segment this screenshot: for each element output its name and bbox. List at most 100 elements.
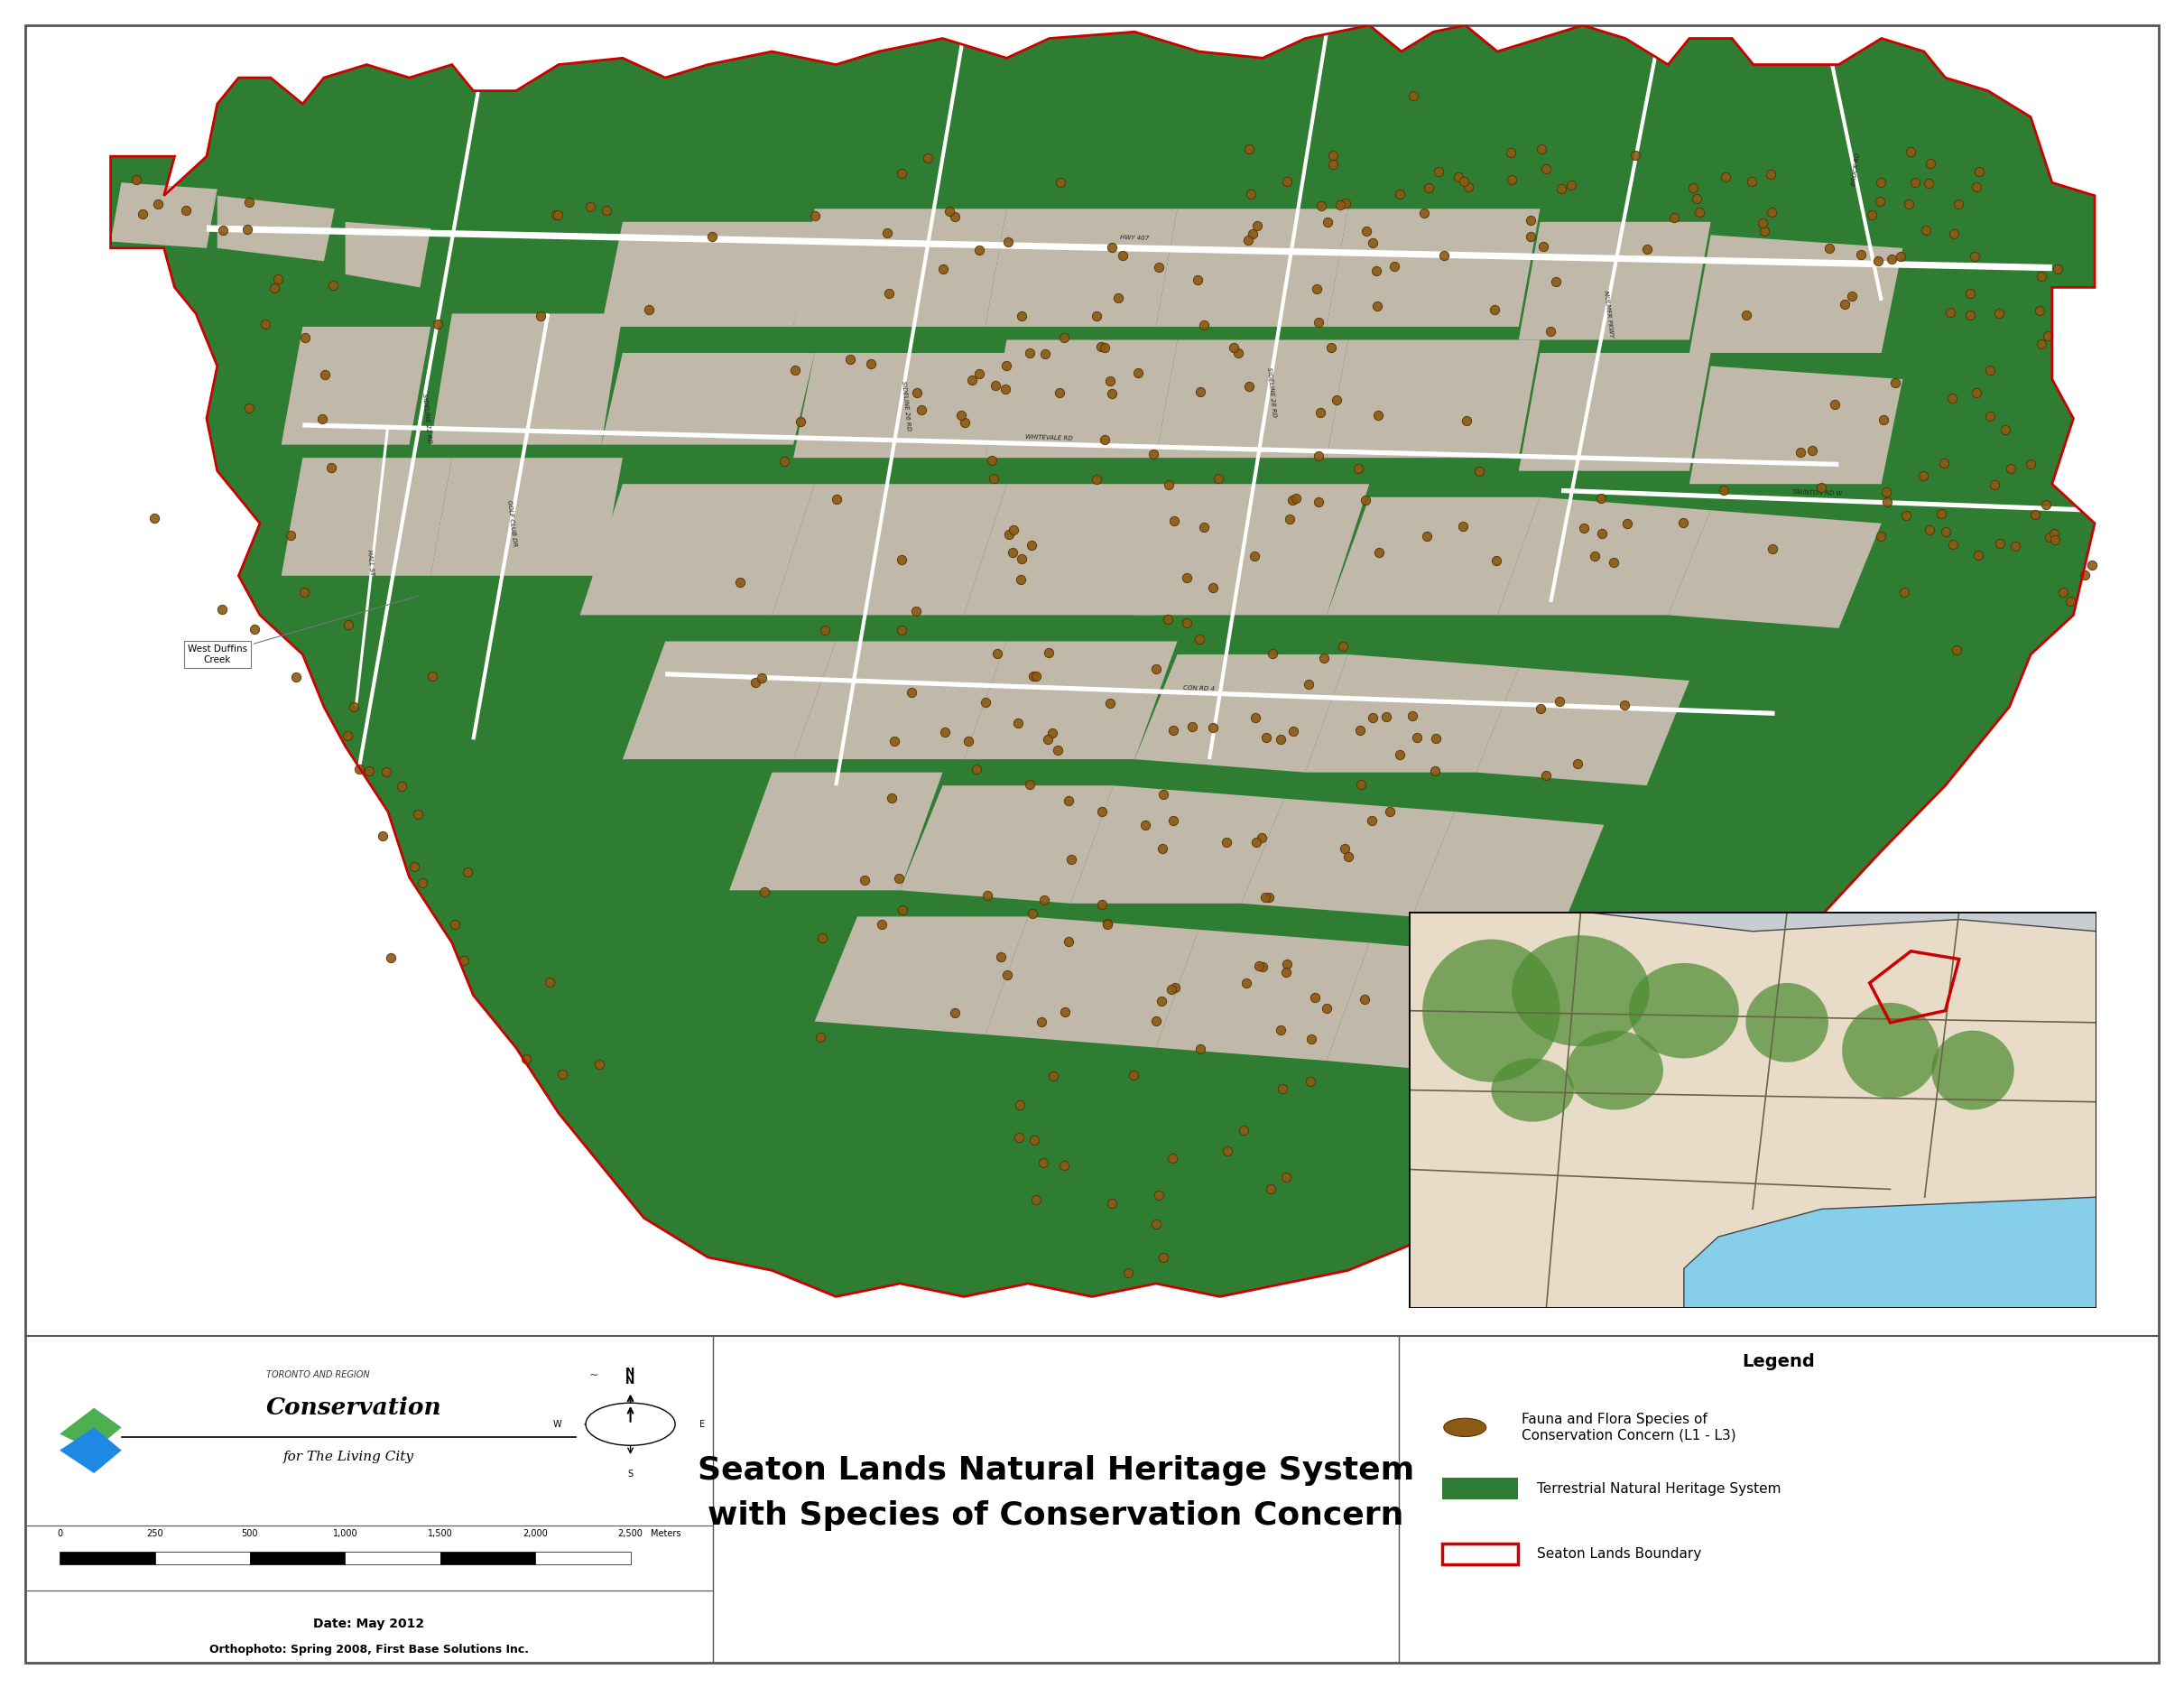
Point xyxy=(1514,206,1548,233)
Polygon shape xyxy=(1136,655,1348,773)
Point xyxy=(1048,999,1083,1026)
Point xyxy=(1026,886,1061,913)
Bar xyxy=(1441,1543,1518,1565)
Point xyxy=(1094,380,1129,407)
Point xyxy=(1000,709,1035,736)
Polygon shape xyxy=(1155,209,1348,327)
Point xyxy=(976,464,1011,491)
Point xyxy=(1361,402,1396,429)
Point xyxy=(1795,437,1830,464)
Point xyxy=(1843,241,1878,268)
Point xyxy=(996,538,1031,565)
Point xyxy=(1158,974,1192,1001)
Point xyxy=(1251,885,1286,912)
Point xyxy=(1269,169,1304,196)
Point xyxy=(1168,609,1203,636)
Point xyxy=(1232,373,1267,400)
Text: E: E xyxy=(699,1420,705,1428)
Polygon shape xyxy=(59,1428,122,1474)
Point xyxy=(1420,726,1455,753)
Point xyxy=(336,694,371,721)
Point xyxy=(1926,449,1961,476)
Point xyxy=(1101,284,1136,311)
Bar xyxy=(535,1551,631,1565)
Point xyxy=(832,346,867,373)
Point xyxy=(1031,640,1066,667)
Point xyxy=(1011,339,1046,366)
Polygon shape xyxy=(815,917,1029,1035)
Point xyxy=(1116,1062,1151,1089)
Point xyxy=(590,197,625,225)
Point xyxy=(1245,954,1280,981)
Point xyxy=(1304,398,1339,425)
Point xyxy=(904,397,939,424)
Point xyxy=(1221,339,1256,366)
Polygon shape xyxy=(1326,339,1540,457)
Polygon shape xyxy=(985,339,1177,457)
Point xyxy=(1597,549,1631,576)
Point xyxy=(1924,500,1959,527)
Point xyxy=(1583,484,1618,511)
Point xyxy=(1854,201,1889,228)
Point xyxy=(273,522,308,549)
Point xyxy=(1706,476,1741,503)
Point xyxy=(1144,836,1179,863)
Point xyxy=(1035,1062,1070,1089)
Point xyxy=(2025,263,2060,290)
Point xyxy=(926,719,961,746)
Point xyxy=(989,960,1024,987)
Point xyxy=(1446,167,1481,194)
Point xyxy=(1354,807,1389,834)
Point xyxy=(1245,824,1280,851)
Point xyxy=(1051,928,1085,955)
Point xyxy=(806,925,841,952)
Point xyxy=(2075,552,2110,579)
Point xyxy=(871,280,906,307)
Point xyxy=(120,165,155,192)
Point xyxy=(1817,392,1852,419)
Point xyxy=(1234,181,1269,208)
Point xyxy=(1426,243,1461,270)
Point xyxy=(989,353,1024,380)
Point xyxy=(885,160,919,187)
Point xyxy=(1356,230,1391,257)
Point xyxy=(747,879,782,906)
Point xyxy=(1883,243,1918,270)
Point xyxy=(1302,442,1337,469)
Point xyxy=(1533,317,1568,344)
Polygon shape xyxy=(59,1408,122,1450)
Point xyxy=(1972,403,2007,430)
Point xyxy=(2022,297,2057,324)
Point xyxy=(1293,1026,1328,1053)
Point xyxy=(926,255,961,282)
Point xyxy=(1450,174,1485,201)
Point xyxy=(1031,726,1066,753)
Point xyxy=(911,143,946,170)
Point xyxy=(1889,503,1924,530)
Point xyxy=(308,361,343,388)
Point xyxy=(1928,518,1963,545)
Point xyxy=(996,517,1031,544)
Point xyxy=(1666,510,1701,537)
Point xyxy=(1972,356,2007,383)
Polygon shape xyxy=(1476,667,1690,785)
Point xyxy=(1024,1009,1059,1036)
Point xyxy=(804,1023,839,1050)
Point xyxy=(1085,891,1120,918)
Point xyxy=(544,1060,579,1087)
Point xyxy=(1446,513,1481,540)
Point xyxy=(1891,191,1926,218)
Point xyxy=(539,201,574,228)
Polygon shape xyxy=(1690,366,1902,484)
Circle shape xyxy=(585,1403,675,1445)
Point xyxy=(874,785,909,812)
Point xyxy=(1448,407,1483,434)
Text: for The Living City: for The Living City xyxy=(284,1450,415,1463)
Point xyxy=(1291,670,1326,697)
Point xyxy=(1249,724,1284,751)
Text: Terrestrial Natural Heritage System: Terrestrial Natural Heritage System xyxy=(1538,1482,1780,1496)
Point xyxy=(314,454,349,481)
Point xyxy=(1195,714,1230,741)
Point xyxy=(782,408,817,436)
Point xyxy=(1863,522,1898,549)
